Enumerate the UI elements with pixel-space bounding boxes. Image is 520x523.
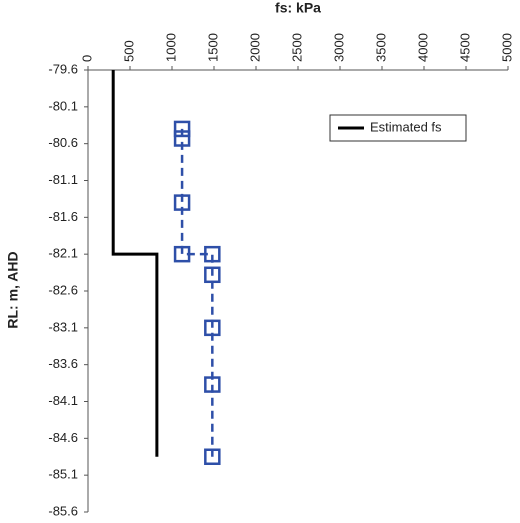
x-tick-label: 4000 (415, 33, 430, 62)
x-tick-label: 0 (79, 55, 94, 62)
y-tick-label: -85.6 (48, 503, 78, 518)
x-tick-label: 1000 (163, 33, 178, 62)
series-line (111, 70, 159, 457)
y-tick-label: -79.6 (48, 61, 78, 76)
x-tick-label: 500 (121, 40, 136, 62)
marker (204, 376, 221, 393)
y-tick-label: -83.6 (48, 356, 78, 371)
y-tick-label: -80.1 (48, 98, 78, 113)
marker (204, 448, 221, 465)
marker (173, 245, 191, 263)
marker (173, 120, 191, 138)
marker (173, 130, 191, 147)
y-axis-title: RL: m, AHD (5, 251, 21, 328)
x-tick-label: 2500 (289, 33, 304, 62)
y-tick-label: -82.6 (48, 282, 78, 297)
marker (204, 245, 221, 263)
marker (204, 319, 221, 337)
x-tick-label: 4500 (457, 33, 472, 62)
x-tick-label: 5000 (499, 33, 514, 62)
marker (173, 194, 191, 211)
y-tick-label: -85.1 (48, 467, 78, 482)
y-tick-label: -81.6 (48, 209, 78, 224)
x-tick-label: 1500 (205, 33, 220, 62)
marker (204, 266, 221, 284)
y-tick-label: -81.1 (48, 172, 78, 187)
y-tick-label: -84.6 (48, 430, 78, 445)
x-axis-title: fs: kPa (275, 0, 321, 16)
y-tick-label: -80.6 (48, 135, 78, 150)
legend-label: Estimated fs (370, 119, 442, 134)
x-tick-label: 3000 (331, 33, 346, 62)
y-tick-label: -83.1 (48, 319, 78, 334)
y-tick-label: -84.1 (48, 393, 78, 408)
series-line (180, 128, 214, 457)
x-tick-label: 2000 (247, 33, 262, 62)
y-tick-label: -82.1 (48, 246, 78, 261)
x-tick-label: 3500 (373, 33, 388, 62)
